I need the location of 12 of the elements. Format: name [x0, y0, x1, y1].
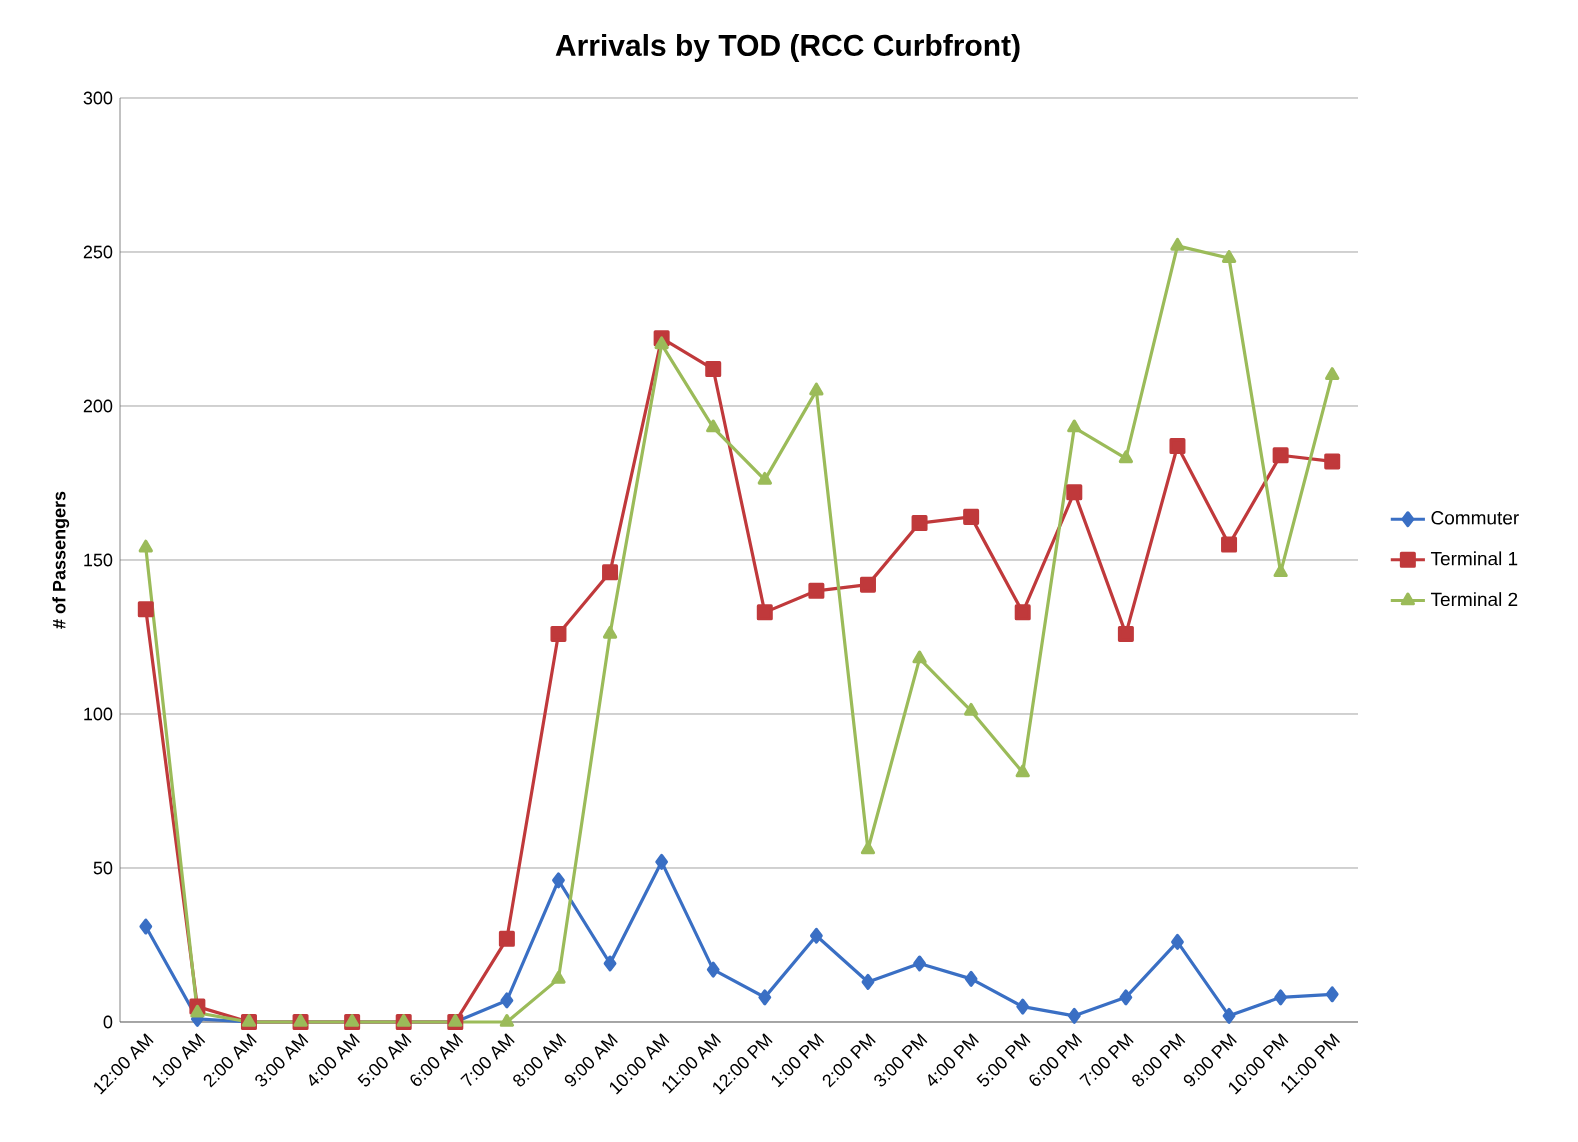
y-tick-label: 200 — [83, 399, 113, 413]
y-tick-label: 150 — [84, 553, 113, 567]
y-axis-title: # of Passengers — [52, 491, 70, 629]
y-tick-label: 300 — [83, 91, 113, 105]
y-tick-label: 100 — [84, 707, 113, 721]
y-tick-label: 0 — [103, 1015, 113, 1029]
legend-label: Terminal 2 — [1430, 592, 1518, 607]
chart-title: Arrivals by TOD (RCC Curbfront) — [555, 34, 1020, 62]
y-tick-label: 50 — [93, 861, 113, 875]
legend-label: Terminal 1 — [1430, 551, 1518, 566]
y-tick-label: 250 — [83, 245, 113, 259]
legend-label: Commuter — [1431, 511, 1519, 525]
